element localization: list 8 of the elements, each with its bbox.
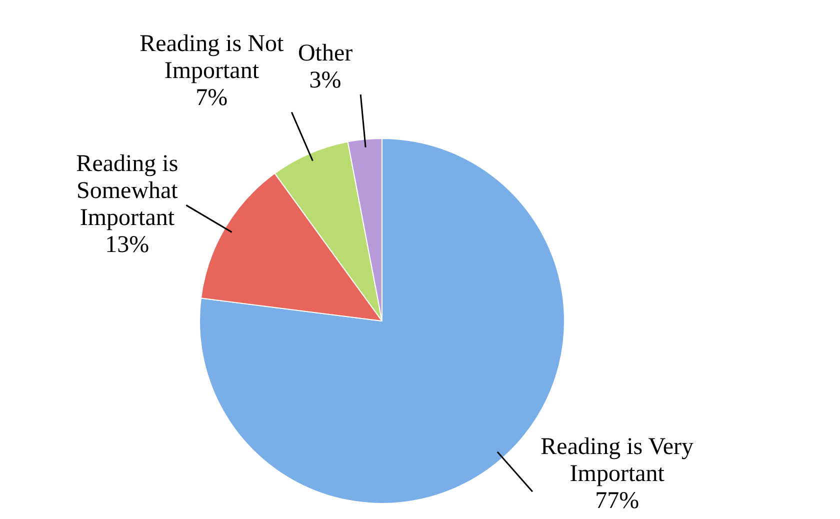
slice-label: Reading is Very Important <box>540 434 694 487</box>
data-label: 3% <box>309 67 342 94</box>
data-label: 13% <box>105 232 150 258</box>
data-label: 7% <box>196 85 228 112</box>
slice-label: Other <box>298 40 353 66</box>
data-label: 77% <box>595 488 640 514</box>
slice-label: Reading is Somewhat Important <box>76 150 178 231</box>
slice-label: Reading is Not Important <box>140 31 284 84</box>
